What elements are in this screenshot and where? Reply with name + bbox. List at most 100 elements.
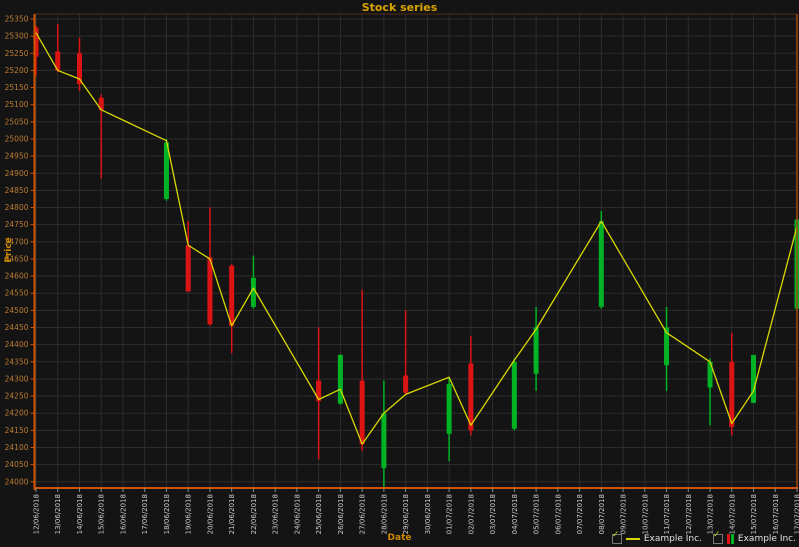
check-icon: ✓ [611, 530, 620, 540]
y-tick-label: 24000 [5, 477, 29, 486]
legend: ✓ Example Inc. ✓ Example Inc. [611, 530, 796, 544]
y-tick-label: 24300 [5, 374, 29, 383]
x-tick-label: 28/06/2018 [380, 494, 388, 534]
candle-series-marker-icon [726, 534, 734, 544]
chart-title: Stock series [361, 1, 438, 14]
x-tick-label: 27/06/2018 [359, 494, 367, 534]
candle-wick [404, 310, 407, 395]
x-tick-label: 11/07/2018 [663, 494, 671, 534]
up-candle-bar-icon [730, 534, 734, 544]
price-line-series [35, 32, 798, 445]
candle-down [403, 375, 409, 393]
y-tick-label: 25000 [5, 134, 29, 143]
candle-down [359, 380, 365, 445]
x-tick-label: 16/06/2018 [119, 494, 127, 534]
y-tick-label: 25200 [5, 66, 29, 75]
y-tick-label: 25250 [5, 49, 29, 58]
candle-down [98, 97, 104, 110]
axes [33, 13, 798, 490]
y-tick-label: 24950 [5, 152, 29, 161]
x-tick-label: 06/07/2018 [554, 494, 562, 534]
candle-down [468, 363, 474, 431]
candle-down [185, 245, 191, 292]
x-tick-label: 08/07/2018 [598, 494, 606, 534]
x-axis-title: Date [387, 533, 412, 543]
legend-item-candle-series[interactable]: ✓ Example Inc. [712, 531, 796, 544]
y-tick-label: 24350 [5, 357, 29, 366]
y-tick-label: 24600 [5, 272, 29, 281]
y-tick-label: 24700 [5, 237, 29, 246]
x-tick-label: 25/06/2018 [315, 494, 323, 534]
candle-wick [709, 358, 711, 426]
candle-up [598, 221, 604, 307]
x-tick-label: 21/06/2018 [228, 494, 236, 534]
x-tick-label: 19/06/2018 [185, 494, 193, 534]
x-tick-label: 10/07/2018 [641, 494, 649, 534]
y-tick-label: 24800 [5, 203, 29, 212]
candle-up [163, 142, 169, 199]
y-tick-label: 24200 [5, 409, 29, 418]
y-tick-label: 24750 [5, 220, 29, 229]
legend-label: Example Inc. [643, 534, 702, 544]
y-tick-label: 25050 [5, 117, 29, 126]
x-tick-label: 13/07/2018 [707, 494, 715, 534]
y-tick-label: 24500 [5, 306, 29, 315]
candle-down [55, 51, 61, 71]
x-tick-label: 22/06/2018 [250, 494, 258, 534]
candle-up [250, 277, 256, 307]
y-tick-label: 24900 [5, 169, 29, 178]
x-tick-label: 17/06/2018 [141, 494, 149, 534]
y-tick-label: 24050 [5, 460, 29, 469]
candle-up [707, 361, 713, 388]
x-tick-label: 05/07/2018 [533, 494, 541, 534]
down-candle-bar-icon [726, 534, 730, 544]
y-tick-label: 24150 [5, 426, 29, 435]
legend-label: Example Inc. [737, 534, 796, 544]
x-tick-label: 30/06/2018 [424, 494, 432, 534]
line-series-marker-icon [625, 538, 640, 540]
candle-wick [100, 94, 102, 179]
y-tick-label: 25100 [5, 100, 29, 109]
x-axis-ticks: 12/06/2018 13/06/2018 14/06/2018 15/06/2018… [33, 488, 799, 534]
candle-up [533, 327, 539, 374]
candle-down [729, 361, 735, 427]
y-tick-label: 24550 [5, 289, 29, 298]
x-tick-label: 03/07/2018 [489, 494, 497, 534]
y-axis-ticks: 25350 25300 25250 25200 25150 25100 25050 25000… [5, 15, 35, 486]
x-tick-label: 07/07/2018 [576, 494, 584, 534]
y-tick-label: 25300 [5, 32, 29, 41]
y-tick-label: 24450 [5, 323, 29, 332]
x-tick-label: 01/07/2018 [446, 494, 454, 534]
x-tick-label: 18/06/2018 [163, 494, 171, 534]
y-tick-label: 24850 [5, 186, 29, 195]
candle-down [316, 380, 322, 402]
candle-up [446, 384, 452, 434]
candle-up [511, 361, 517, 429]
legend-item-line-series[interactable]: ✓ Example Inc. [611, 530, 702, 544]
y-tick-label: 25350 [5, 15, 29, 24]
candle-up [381, 413, 387, 469]
candlestick-series [33, 24, 799, 489]
candle-down [229, 265, 235, 326]
x-tick-label: 29/06/2018 [402, 494, 410, 534]
checkbox-icon[interactable]: ✓ [611, 530, 622, 544]
y-tick-label: 24100 [5, 443, 29, 452]
candle-wick [361, 289, 363, 451]
candle-down [207, 257, 213, 325]
y-tick-label: 24650 [5, 254, 29, 263]
x-tick-label: 14/07/2018 [728, 494, 736, 534]
x-tick-label: 17/07/2018 [794, 494, 799, 534]
x-tick-label: 14/06/2018 [76, 494, 84, 534]
x-tick-label: 09/07/2018 [620, 494, 628, 534]
x-tick-label: 13/06/2018 [54, 494, 62, 534]
candle-wick [56, 24, 59, 73]
y-tick-label: 25150 [5, 83, 29, 92]
x-tick-label: 20/06/2018 [206, 494, 214, 534]
x-tick-label: 26/06/2018 [337, 494, 345, 534]
x-tick-label: 04/07/2018 [511, 494, 519, 534]
x-tick-label: 16/07/2018 [772, 494, 780, 534]
candle-down [76, 53, 82, 85]
checkbox-icon[interactable]: ✓ [712, 531, 723, 544]
